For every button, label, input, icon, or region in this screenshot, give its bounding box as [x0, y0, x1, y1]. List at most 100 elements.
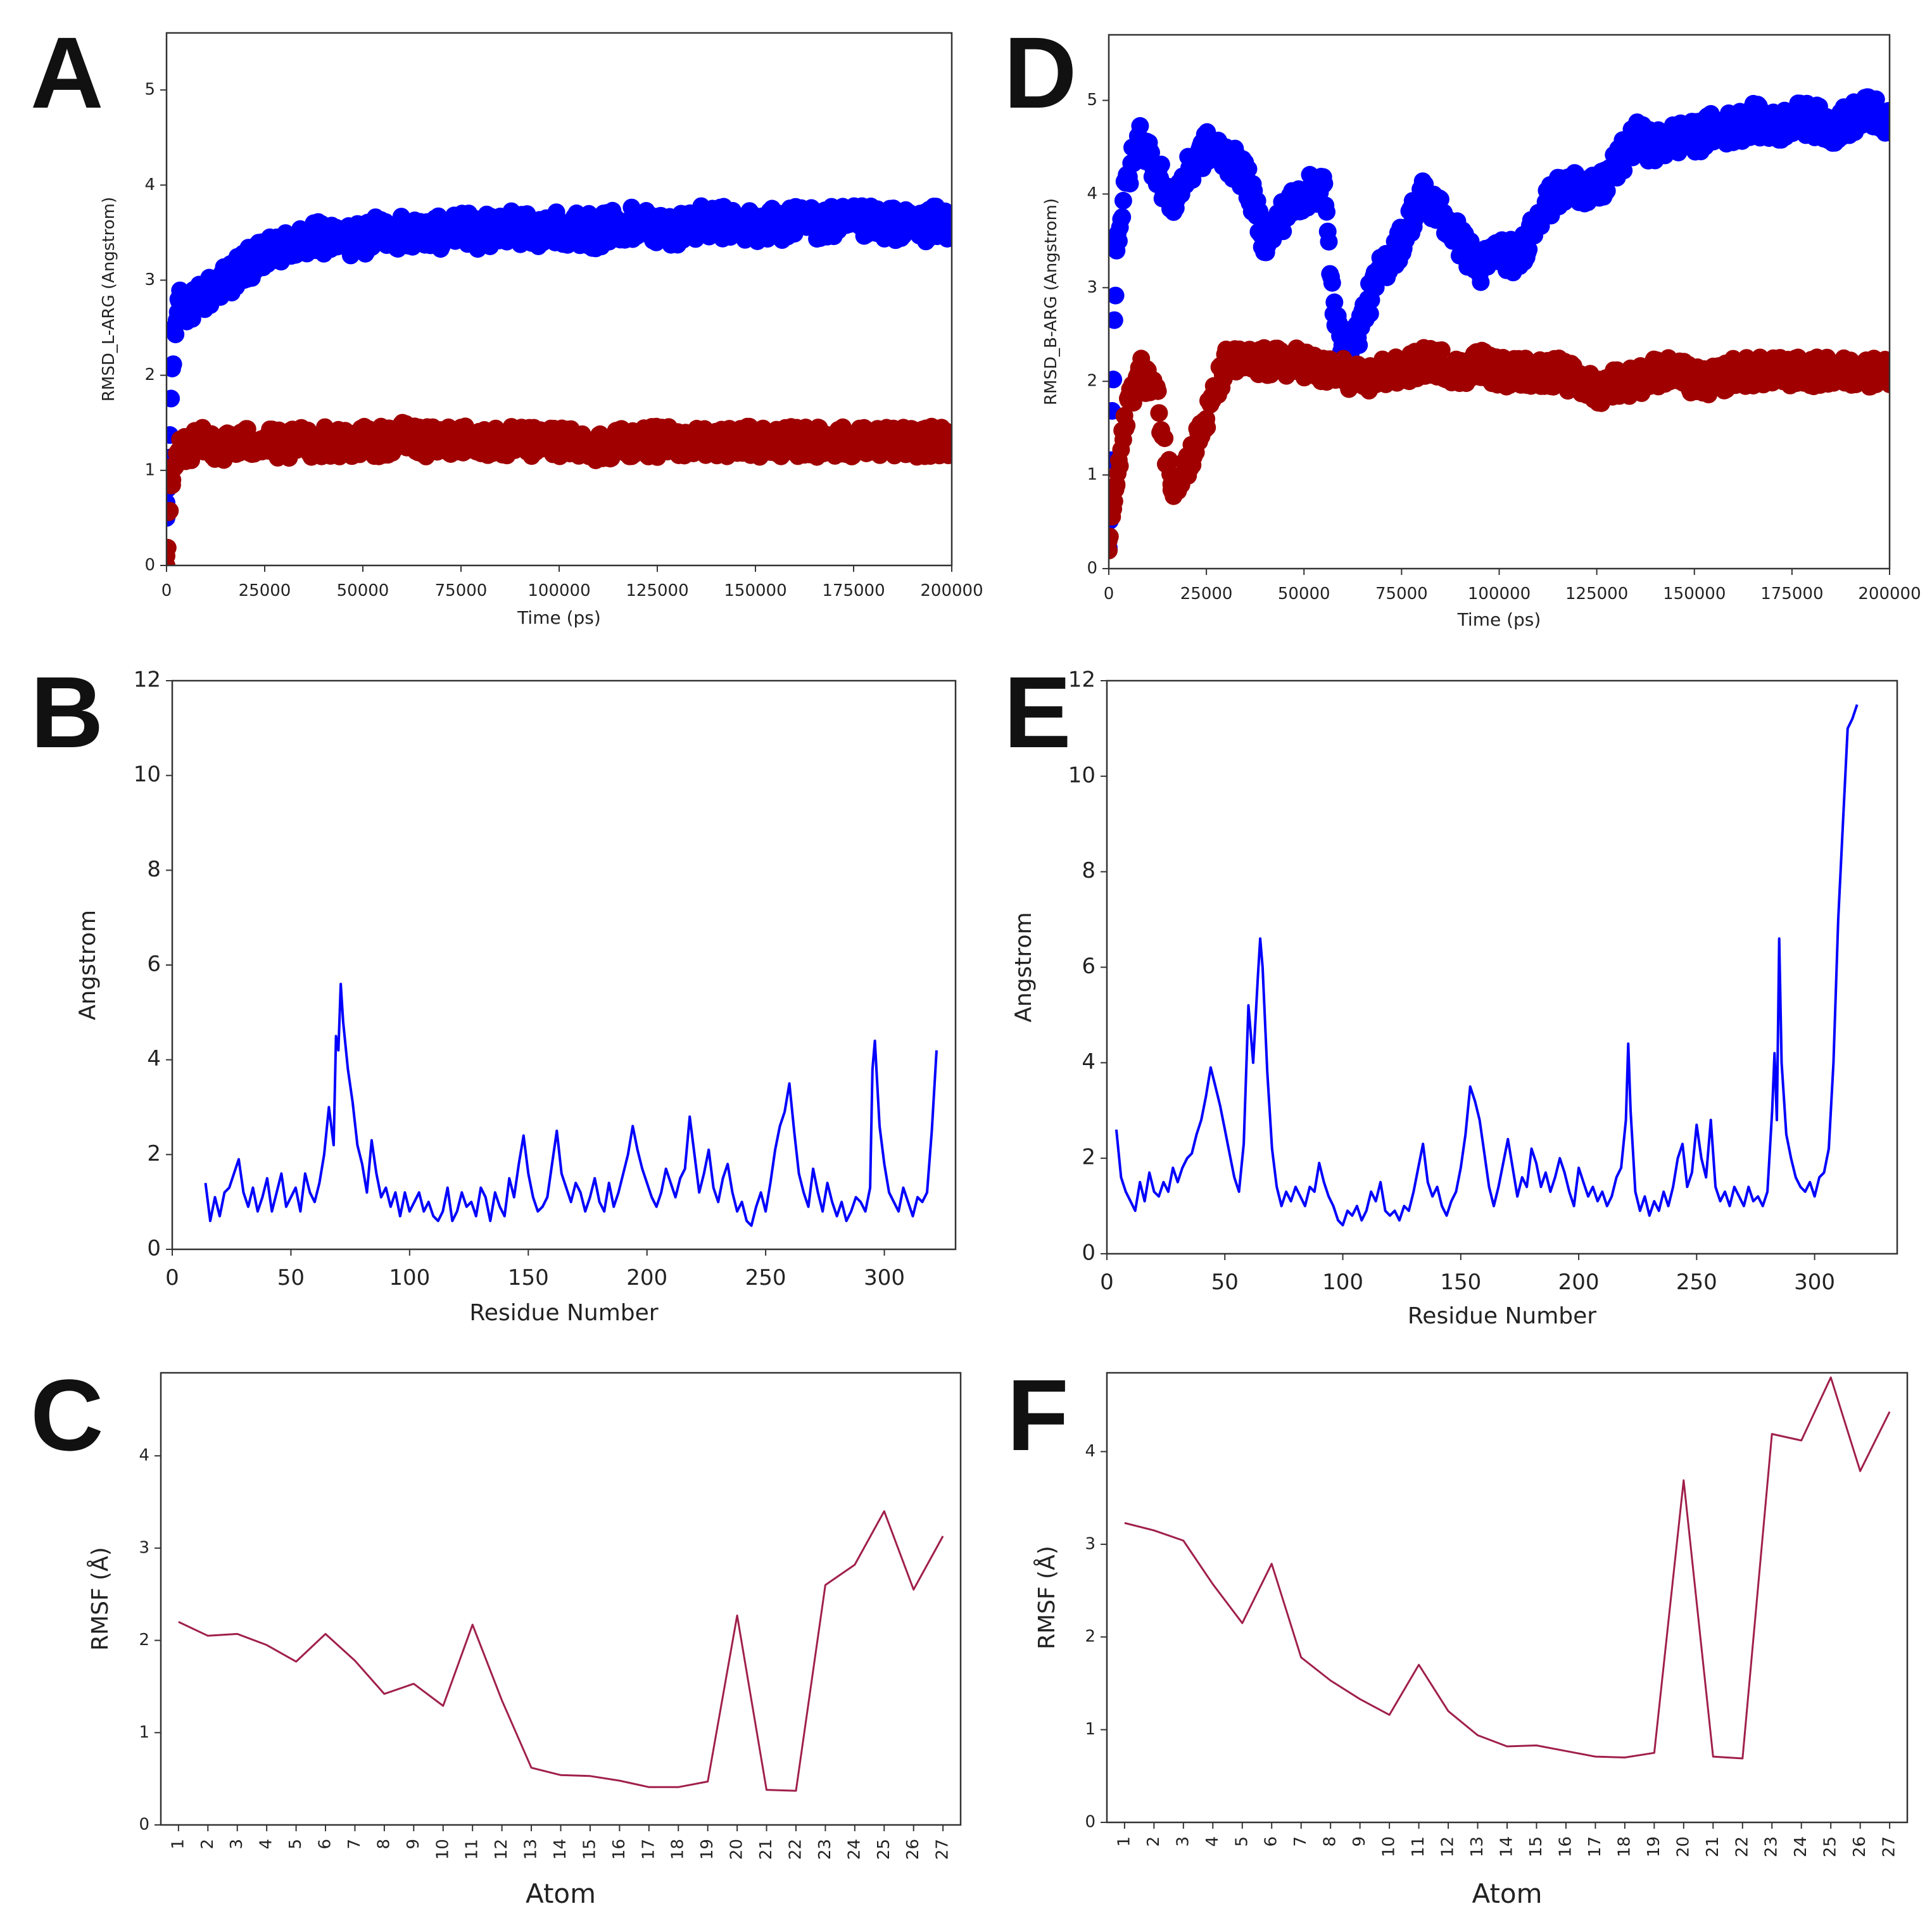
data-point-protein	[747, 218, 764, 237]
data-point-protein	[1724, 119, 1743, 137]
data-point-ligand	[217, 438, 234, 456]
data-point-protein	[1275, 204, 1294, 222]
x-tick-label: 26	[904, 1839, 923, 1860]
y-tick-label: 6	[147, 952, 161, 977]
data-point-protein	[1841, 110, 1860, 129]
x-tick-label: 125000	[626, 581, 688, 600]
axes-frame	[171, 679, 957, 1251]
panel-label: C	[30, 1358, 104, 1472]
x-tick-label: 4	[257, 1839, 276, 1850]
marker-protein	[1323, 274, 1341, 292]
y-tick-label: 10	[1068, 762, 1095, 788]
x-tick-label: 200000	[1858, 584, 1921, 603]
x-tick-label: 19	[698, 1839, 717, 1860]
data-point-protein	[1432, 204, 1449, 222]
data-point-protein	[1490, 241, 1508, 260]
axes-frame	[1106, 1372, 1909, 1824]
marker-protein	[1109, 311, 1123, 329]
data-point-ligand	[472, 432, 489, 451]
data-point-ligand	[1131, 363, 1149, 381]
data-point-protein	[1510, 250, 1528, 268]
y-tick-label: 4	[1087, 184, 1097, 203]
x-tick-label: 21	[757, 1839, 776, 1860]
y-axis-label: RMSF (Å)	[86, 1547, 113, 1651]
y-tick-label: 0	[1082, 1240, 1095, 1266]
x-axis: 1 2 3 4 5 6 7 8 9 10 11 12 13 14 15 16 17 18 19 20 21 22 23 24 2…	[1114, 1822, 1899, 1857]
panel-c: C1 2 3 4 5 6 7 8 9 10 11 12 13 14 15 16 17 18 19 20 21 22 23 24…	[30, 1358, 962, 1909]
x-axis-label: Atom	[1472, 1878, 1542, 1909]
data-point-ligand	[315, 432, 332, 451]
data-point-ligand	[491, 432, 509, 451]
x-tick-label: 3	[1173, 1836, 1192, 1847]
data-point-protein	[181, 300, 199, 318]
data-point-ligand	[1109, 475, 1126, 493]
y-tick-label: 4	[139, 1446, 149, 1465]
x-tick-label: 2	[1144, 1836, 1163, 1847]
data-point-protein	[609, 214, 627, 232]
data-point-protein	[197, 286, 215, 303]
data-point-protein	[531, 224, 548, 242]
data-point-protein	[1685, 129, 1703, 147]
data-point-protein	[334, 233, 352, 251]
data-point-ligand	[452, 428, 470, 446]
data-point-protein	[217, 271, 234, 289]
y-tick-label: 1	[144, 460, 155, 479]
data-point-ligand	[1162, 475, 1180, 493]
data-point-protein	[1131, 129, 1149, 147]
data-point-ligand	[825, 432, 843, 451]
data-point-protein	[1764, 119, 1782, 137]
series-line-RMSF	[1114, 704, 1859, 1227]
data-point-protein	[943, 214, 952, 232]
x-tick-label: 150	[1440, 1270, 1481, 1295]
x-tick-label: 12	[492, 1839, 511, 1860]
data-point-protein	[1119, 166, 1137, 184]
data-point-ligand	[1373, 363, 1391, 381]
data-point-protein	[1646, 138, 1665, 156]
data-point-protein	[884, 214, 902, 232]
x-tick-label: 11	[463, 1839, 482, 1860]
x-tick-label: 200	[626, 1265, 667, 1290]
marker-ligand	[1118, 417, 1136, 435]
data-point-protein	[550, 218, 568, 237]
x-tick-label: 50	[1211, 1270, 1239, 1295]
x-tick-label: 24	[1791, 1836, 1810, 1857]
data-point-protein	[491, 218, 509, 237]
x-tick-label: 10	[433, 1839, 452, 1860]
data-point-protein	[393, 224, 411, 242]
data-point-ligand	[1724, 363, 1743, 381]
data-point-ligand	[1412, 353, 1430, 372]
y-axis: 0 2 4 6 8 10 12	[134, 667, 172, 1261]
data-point-ligand	[1881, 363, 1890, 381]
data-point-ligand	[904, 432, 921, 451]
x-tick-label: 150000	[724, 581, 786, 600]
y-tick-label: 4	[1082, 1049, 1095, 1075]
panel-a: A 0 25000 50000 75000 100000 125000 150000 17500…	[30, 16, 983, 628]
data-point-ligand	[1744, 363, 1762, 381]
data-point-ligand	[295, 432, 313, 451]
data-point-ligand	[747, 432, 764, 451]
x-tick-label: 25	[1821, 1836, 1840, 1857]
data-point-protein	[590, 224, 607, 242]
y-tick-label: 12	[134, 667, 161, 693]
x-tick-label: 100000	[527, 581, 590, 600]
x-tick-label: 1	[1114, 1836, 1133, 1847]
y-axis-label: RMSD_L-ARG (Angstrom)	[99, 197, 118, 401]
x-tick-label: 7	[345, 1839, 364, 1850]
x-tick-label: 200	[1558, 1270, 1600, 1295]
data-point-ligand	[1178, 457, 1196, 475]
x-tick-label: 50000	[337, 581, 389, 600]
data-point-protein	[1588, 185, 1606, 203]
data-point-ligand	[197, 432, 215, 451]
y-axis: 0 1 2 3 4	[1085, 1442, 1107, 1832]
x-tick-label: 16	[610, 1839, 629, 1860]
marker-protein	[1325, 293, 1344, 312]
data-point-ligand	[727, 432, 745, 451]
plot-area	[204, 982, 938, 1227]
y-axis: 0 2 4 6 8 10 12	[1068, 667, 1107, 1266]
marker-protein	[1113, 208, 1132, 226]
data-point-protein	[1470, 260, 1489, 278]
x-tick-label: 23	[1762, 1836, 1781, 1857]
marker-protein	[1114, 191, 1132, 210]
y-tick-label: 3	[1085, 1534, 1095, 1553]
y-tick-label: 5	[144, 80, 155, 99]
